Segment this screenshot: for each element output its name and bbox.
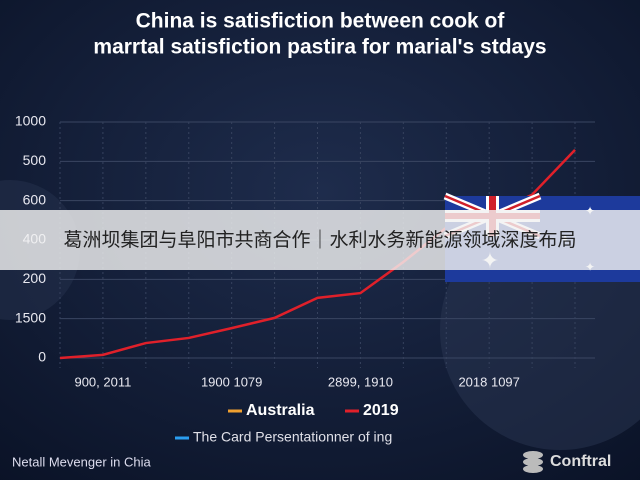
y-tick-label: 1000 [15, 113, 46, 129]
x-tick-label: 1900 1079 [201, 374, 262, 389]
logo-text: Conftral [550, 453, 611, 470]
banner-text: 葛洲坝集团与阜阳市共商合作｜水利水务新能源领域深度布局 [63, 229, 576, 251]
chart-title: marrtal satisfiction pastira for marial'… [93, 36, 546, 59]
x-tick-label: 2018 1097 [458, 374, 519, 389]
chart-title: China is satisfiction between cook of [136, 10, 506, 33]
banner-bg [0, 210, 640, 270]
y-tick-label: 500 [23, 152, 47, 168]
x-tick-label: 2899, 1910 [328, 374, 393, 389]
x-tick-label: 900, 2011 [74, 374, 131, 389]
footer-source: Netall Mevenger in Chia [12, 454, 152, 469]
legend-label: Australia [246, 402, 315, 419]
legend-label: The Card Persentationner of ing [193, 429, 392, 445]
y-tick-label: 1500 [15, 309, 46, 325]
legend-label: 2019 [363, 402, 399, 419]
logo: Conftral [523, 451, 611, 473]
y-tick-label: 200 [23, 270, 47, 286]
y-tick-label: 600 [23, 191, 47, 207]
y-tick-label: 0 [38, 349, 46, 365]
